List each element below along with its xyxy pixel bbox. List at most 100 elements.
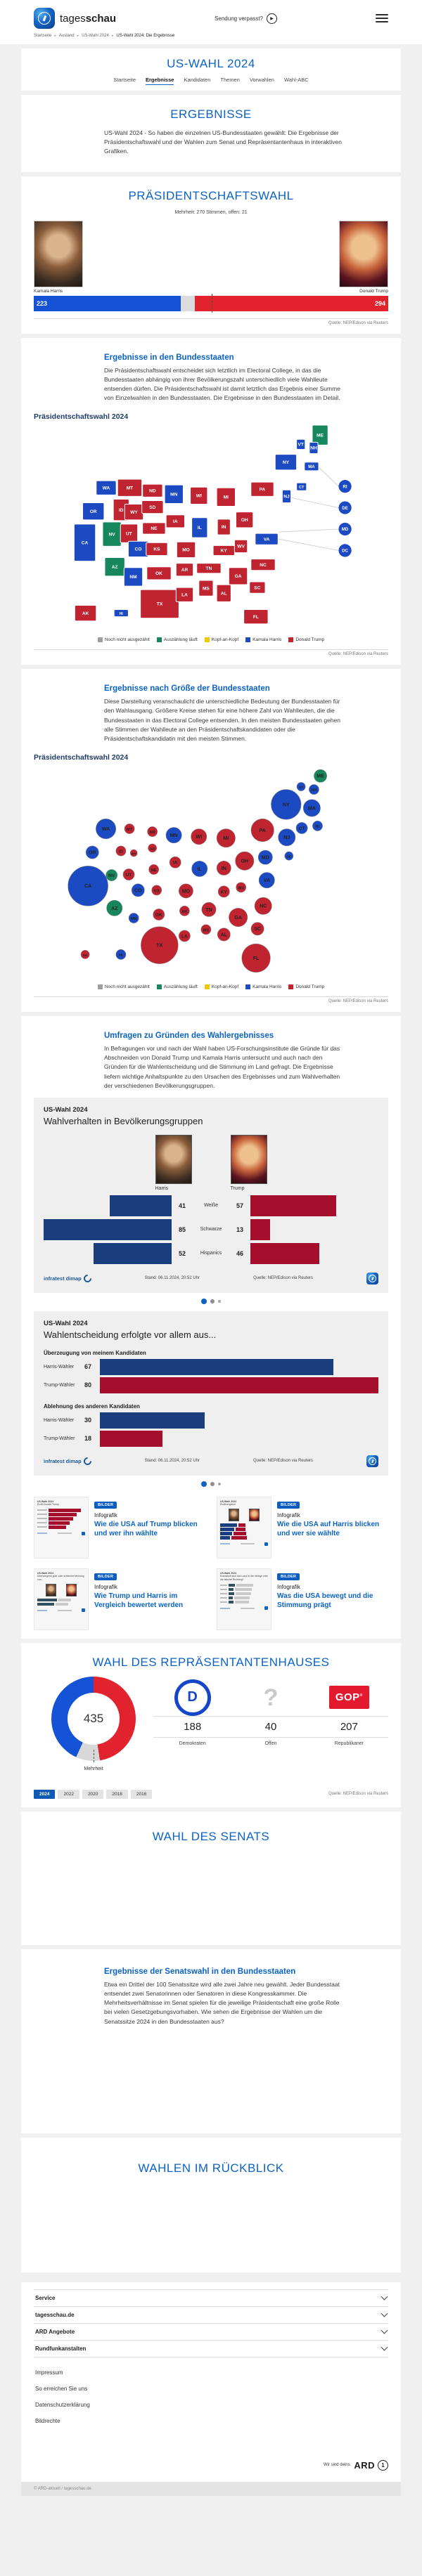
footer-accordion-ard-angebote[interactable]: ARD Angebote — [34, 2322, 388, 2340]
tab-kandidaten[interactable]: Kandidaten — [184, 77, 211, 83]
teaser-title[interactable]: Wie die USA auf Harris blicken und wer s… — [277, 1520, 380, 1537]
footer-link-bildrechte[interactable]: Bildrechte — [35, 2417, 60, 2424]
tagesschau-logo[interactable]: tagesschau — [34, 8, 116, 29]
teaser-item[interactable]: US-Wahl 2024 Profilvergleich BILDER Infogra… — [217, 1496, 388, 1559]
year-button-2024[interactable]: 2024 — [34, 1789, 56, 1799]
state-bubble-SD[interactable] — [148, 843, 157, 853]
carousel-dot[interactable] — [201, 1298, 207, 1304]
state-bubble-MA[interactable] — [302, 799, 321, 817]
footer-accordion-tagesschau-de[interactable]: tagesschau.de — [34, 2305, 388, 2323]
state-callout-DC[interactable] — [338, 544, 352, 557]
footer-accordion-rundfunkanstalten[interactable]: Rundfunkanstalten — [34, 2339, 388, 2357]
state-tile-VT[interactable] — [296, 438, 306, 450]
state-bubble-MS[interactable] — [200, 924, 212, 935]
state-tile-OH[interactable] — [235, 512, 254, 528]
teaser-item[interactable]: US-Wahl 2024 Entwickelt sich das Land in … — [217, 1568, 388, 1630]
state-tile-MS[interactable] — [198, 580, 214, 597]
state-tile-NH[interactable] — [309, 442, 319, 455]
state-bubble-WV[interactable] — [236, 882, 247, 893]
state-tile-ME[interactable] — [312, 425, 328, 446]
state-bubble-NJ[interactable] — [278, 828, 296, 847]
state-bubble-IA[interactable] — [169, 856, 181, 869]
state-tile-IL[interactable] — [191, 517, 208, 538]
state-callout-MD[interactable] — [338, 523, 352, 536]
state-bubble-ND[interactable] — [147, 826, 158, 837]
state-bubble-CA[interactable] — [68, 866, 108, 906]
state-tile-AZ[interactable] — [104, 557, 125, 577]
state-tile-NY[interactable] — [274, 454, 298, 471]
state-tile-NE[interactable] — [142, 522, 166, 535]
state-tile-TX[interactable] — [140, 589, 179, 619]
state-callout-DE[interactable] — [338, 501, 352, 514]
state-tile-AK[interactable] — [74, 605, 97, 622]
state-bubble-NV[interactable] — [106, 869, 118, 881]
year-button-2022[interactable]: 2022 — [58, 1789, 79, 1799]
footer-link-so-erreichen-sie-uns[interactable]: So erreichen Sie uns — [35, 2385, 88, 2392]
state-tile-GA[interactable] — [228, 567, 248, 585]
state-bubble-OH[interactable] — [235, 851, 255, 871]
state-tile-WA[interactable] — [96, 480, 117, 496]
state-tile-IN[interactable] — [217, 519, 231, 535]
state-bubble-WI[interactable] — [191, 828, 207, 845]
breadcrumb-item[interactable]: Ausland — [58, 34, 75, 38]
carousel-dot[interactable] — [218, 1482, 221, 1485]
state-bubble-ME[interactable] — [314, 769, 327, 783]
state-bubble-NY[interactable] — [271, 789, 302, 820]
state-bubble-CT[interactable] — [295, 822, 308, 834]
state-tile-NM[interactable] — [123, 567, 143, 587]
state-bubble-KY[interactable] — [217, 885, 230, 898]
menu-icon[interactable] — [376, 14, 388, 22]
breadcrumb-item[interactable]: US-Wahl 2024 — [82, 34, 109, 38]
state-bubble-KS[interactable] — [151, 885, 162, 896]
tab-themen[interactable]: Themen — [220, 77, 240, 83]
state-bubble-ID[interactable] — [115, 845, 127, 857]
state-bubble-AZ[interactable] — [106, 899, 123, 916]
teaser-item[interactable]: US-Wahl 2024 Überwiegend gute oder schlec… — [34, 1568, 205, 1630]
state-bubble-WY[interactable] — [129, 849, 138, 857]
state-tile-MA[interactable] — [304, 462, 319, 471]
state-bubble-MD[interactable] — [257, 850, 273, 865]
state-bubble-FL[interactable] — [241, 943, 271, 973]
teaser-title[interactable]: Wie die USA auf Trump blicken und wer ih… — [94, 1520, 198, 1537]
state-bubble-UT[interactable] — [122, 869, 135, 880]
state-bubble-OR[interactable] — [85, 845, 99, 859]
state-bubble-MO[interactable] — [178, 883, 193, 899]
state-tile-MO[interactable] — [176, 541, 196, 559]
state-tile-FL[interactable] — [243, 609, 269, 625]
state-bubble-IL[interactable] — [191, 861, 208, 877]
state-tile-NJ[interactable] — [281, 489, 292, 504]
carousel-dot[interactable] — [201, 1481, 207, 1487]
state-tile-PA[interactable] — [250, 481, 274, 497]
state-bubble-AR[interactable] — [179, 906, 190, 916]
state-tile-KS[interactable] — [146, 542, 168, 557]
footer-link-impressum[interactable]: Impressum — [35, 2369, 63, 2376]
carousel-dot[interactable] — [210, 1481, 215, 1486]
state-bubble-GA[interactable] — [229, 908, 248, 928]
state-tile-MN[interactable] — [164, 484, 184, 505]
state-tile-LA[interactable] — [175, 587, 194, 603]
state-tile-OK[interactable] — [146, 566, 172, 580]
state-bubble-IN[interactable] — [216, 861, 231, 876]
state-tile-NC[interactable] — [250, 559, 276, 571]
state-bubble-NC[interactable] — [254, 897, 272, 915]
tab-vorwahlen[interactable]: Vorwahlen — [249, 77, 274, 83]
state-tile-CA[interactable] — [73, 523, 96, 562]
state-tile-IA[interactable] — [165, 514, 185, 528]
missed-show-button[interactable]: Sendung verpasst? ▶ — [215, 13, 277, 24]
state-bubble-TX[interactable] — [141, 926, 179, 964]
state-bubble-TN[interactable] — [201, 902, 217, 917]
state-bubble-LA[interactable] — [178, 930, 191, 942]
state-bubble-VT[interactable] — [296, 782, 306, 791]
state-bubble-NH[interactable] — [309, 784, 319, 795]
state-tile-ND[interactable] — [142, 483, 163, 498]
teaser-title[interactable]: Wie Trump und Harris im Vergleich bewert… — [94, 1592, 184, 1609]
state-tile-MT[interactable] — [117, 479, 143, 497]
tab-wahl-abc[interactable]: Wahl-ABC — [283, 77, 309, 83]
state-bubble-OK[interactable] — [153, 909, 165, 921]
footer-link-datenschutzerklärung[interactable]: Datenschutzerklärung — [35, 2401, 90, 2408]
year-button-2016[interactable]: 2016 — [130, 1789, 153, 1799]
state-bubble-VA[interactable] — [258, 872, 275, 889]
state-bubble-DE[interactable] — [284, 851, 294, 861]
state-tile-HI[interactable] — [113, 609, 129, 618]
tab-startseite[interactable]: Startseite — [113, 77, 136, 83]
